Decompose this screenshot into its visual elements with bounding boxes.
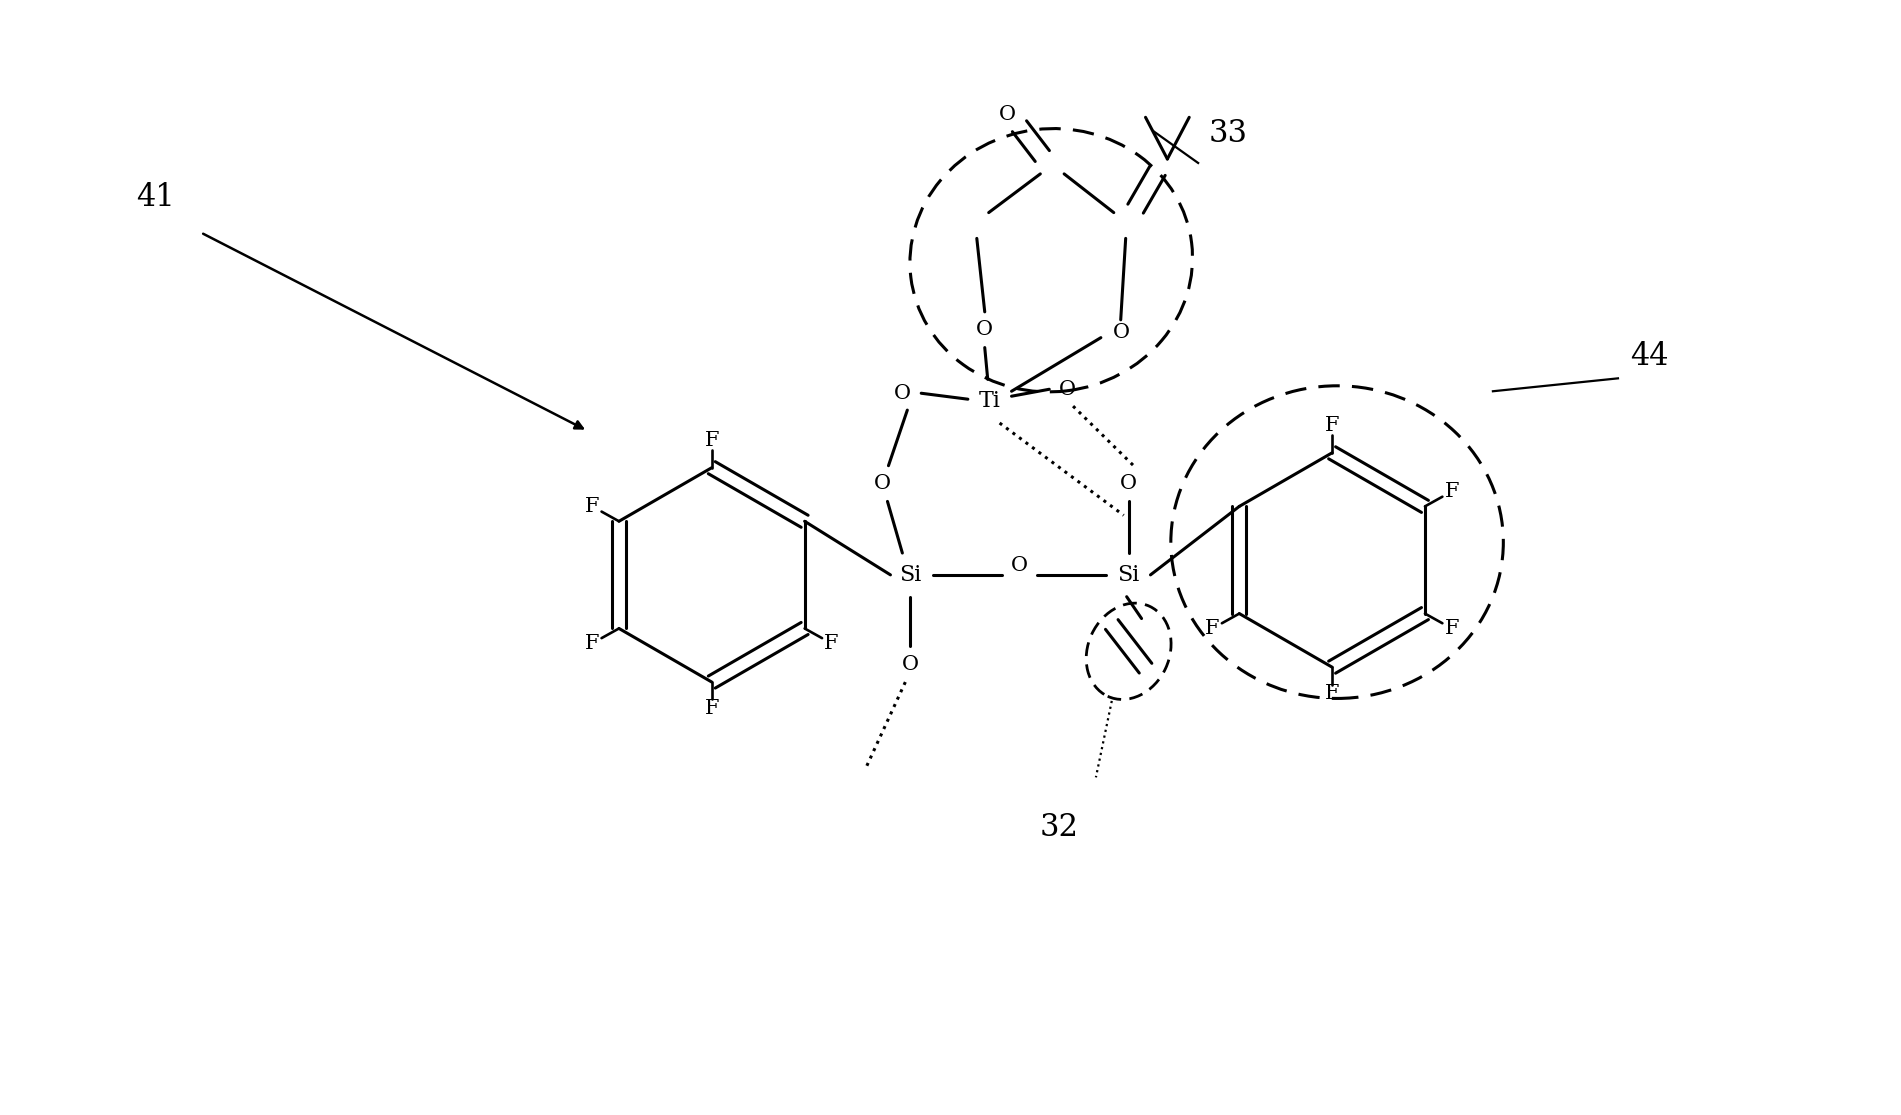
Text: Ti: Ti xyxy=(979,390,1000,413)
Text: F: F xyxy=(825,633,838,653)
Text: O: O xyxy=(1120,474,1137,493)
Text: 44: 44 xyxy=(1631,341,1669,372)
Text: F: F xyxy=(586,633,599,653)
Text: O: O xyxy=(874,474,892,493)
Text: 32: 32 xyxy=(1040,813,1078,843)
Text: 33: 33 xyxy=(1209,118,1247,148)
Text: F: F xyxy=(1205,619,1220,638)
Text: F: F xyxy=(1445,619,1458,638)
Text: O: O xyxy=(1000,105,1015,124)
Text: F: F xyxy=(705,699,719,718)
Text: F: F xyxy=(705,432,719,450)
Text: O: O xyxy=(1011,556,1028,575)
Text: Si: Si xyxy=(1118,564,1141,585)
Text: O: O xyxy=(977,320,992,339)
Text: F: F xyxy=(1445,482,1458,501)
Text: 41: 41 xyxy=(137,182,175,213)
Text: F: F xyxy=(586,497,599,516)
Text: O: O xyxy=(893,384,911,403)
Text: O: O xyxy=(1114,323,1131,342)
Text: F: F xyxy=(1325,417,1340,436)
Text: F: F xyxy=(1325,685,1340,704)
Text: Si: Si xyxy=(899,564,922,585)
Text: O: O xyxy=(1059,380,1076,399)
Text: O: O xyxy=(901,655,918,673)
